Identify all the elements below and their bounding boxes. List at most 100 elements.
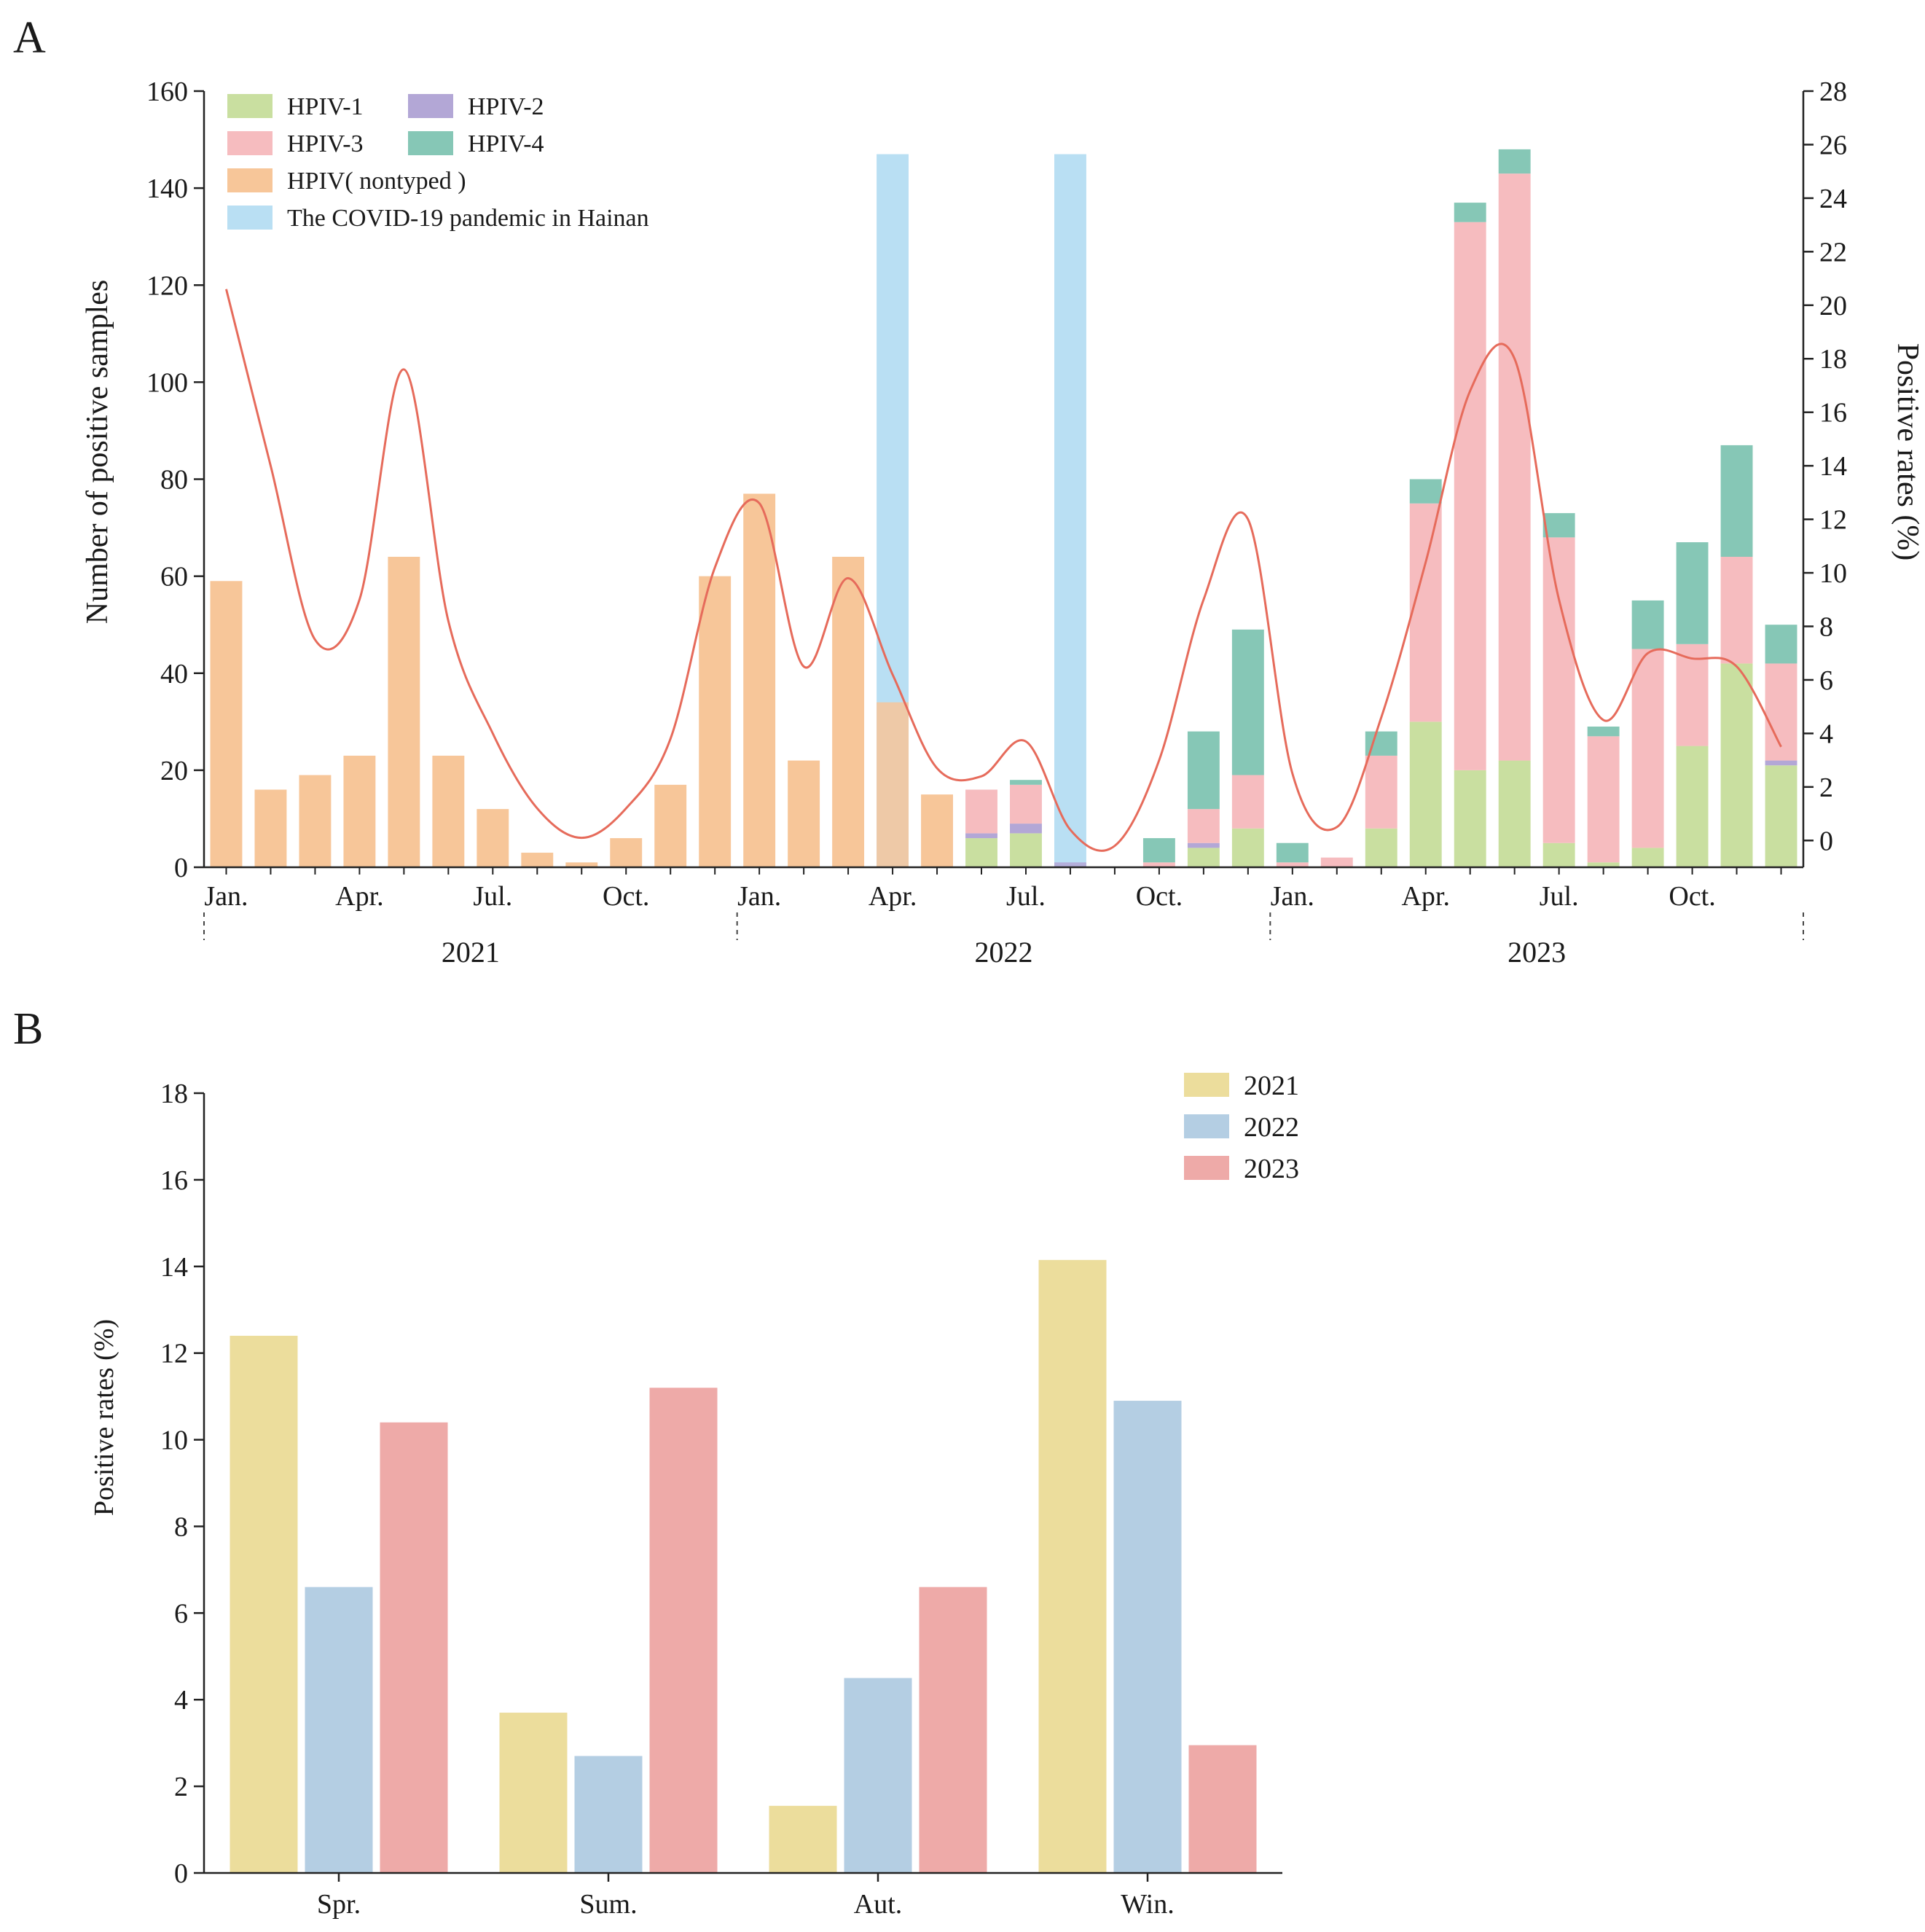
y-tick-label-right: 2 bbox=[1819, 773, 1833, 803]
y-tick-label-right: 28 bbox=[1819, 77, 1847, 107]
y-axis-title-right: Positive rates (%) bbox=[1891, 343, 1924, 561]
bar-segment-hpiv1 bbox=[1587, 862, 1620, 867]
legend-label: HPIV-1 bbox=[287, 93, 364, 120]
bar-segment-hpiv4 bbox=[1276, 842, 1309, 863]
bar-segment-nontyped bbox=[299, 775, 332, 867]
y-tick-label-right: 0 bbox=[1819, 826, 1833, 856]
y-tick-label-left: 120 bbox=[146, 270, 188, 301]
axes-b: 0 2 4 6 8 10 12 14 16 18 Spr. Sum. Aut. Win. bbox=[160, 1079, 1282, 1920]
bar-segment-hpiv1 bbox=[1720, 663, 1753, 867]
y-tick-label-b: 4 bbox=[174, 1685, 188, 1716]
x-tick-label: Apr. bbox=[869, 881, 917, 912]
bar-segment-hpiv3 bbox=[1187, 809, 1220, 843]
bar-segment-hpiv4 bbox=[1542, 513, 1575, 538]
legend-swatch-y2021 bbox=[1184, 1073, 1229, 1097]
y-tick-label-left: 60 bbox=[160, 562, 188, 592]
bar-segment-hpiv4 bbox=[1720, 445, 1753, 557]
bar-segment-hpiv4 bbox=[1010, 780, 1042, 785]
bar-2023-Sum. bbox=[649, 1388, 718, 1873]
y-tick-label-b: 6 bbox=[174, 1598, 188, 1629]
x-tick-label: Jul. bbox=[473, 881, 512, 912]
y-tick-label-right: 14 bbox=[1819, 451, 1847, 482]
y-tick-label-left: 0 bbox=[174, 853, 188, 883]
y-tick-label-b: 18 bbox=[160, 1079, 188, 1109]
x-tick-label: Jan. bbox=[1271, 881, 1314, 912]
bar-segment-hpiv3 bbox=[1365, 755, 1397, 829]
axes-a: 0204060801001201401600246810121416182022… bbox=[146, 77, 1847, 969]
bar-segment-hpiv4 bbox=[1231, 629, 1264, 775]
bar-2022-Spr. bbox=[305, 1587, 373, 1873]
legend-label: HPIV-2 bbox=[468, 93, 544, 120]
legend-label: HPIV-3 bbox=[287, 130, 364, 157]
bar-segment-hpiv4 bbox=[1454, 203, 1486, 222]
y-tick-label-right: 26 bbox=[1819, 130, 1847, 160]
bar-segment-nontyped bbox=[210, 581, 243, 867]
bar-segment-nontyped bbox=[254, 789, 287, 867]
y-tick-label-b: 8 bbox=[174, 1511, 188, 1542]
bar-segment-hpiv1 bbox=[1676, 746, 1709, 867]
x-tick-label-b: Aut. bbox=[854, 1889, 903, 1920]
bar-segment-hpiv4 bbox=[1676, 542, 1709, 644]
bar-segment-nontyped bbox=[743, 493, 776, 867]
x-tick-label: Apr. bbox=[335, 881, 384, 912]
y-tick-label-right: 22 bbox=[1819, 237, 1847, 267]
bar-segment-nontyped bbox=[832, 557, 865, 867]
bar-2022-Sum. bbox=[574, 1756, 643, 1873]
x-tick-label: Jul. bbox=[1540, 881, 1579, 912]
y-tick-label-b: 12 bbox=[160, 1339, 188, 1369]
legend-label: HPIV( nontyped ) bbox=[287, 168, 466, 195]
bar-segment-hpiv4 bbox=[1187, 731, 1220, 810]
bar-segment-nontyped bbox=[654, 784, 687, 867]
legend-swatch-y2023 bbox=[1184, 1156, 1229, 1180]
bar-segment-hpiv3 bbox=[1276, 862, 1309, 867]
bar-segment-hpiv3 bbox=[1142, 862, 1175, 867]
year-label: 2022 bbox=[975, 936, 1033, 969]
bar-segment-hpiv3 bbox=[1765, 663, 1797, 761]
legend-swatch-hpiv4 bbox=[408, 131, 453, 155]
y-tick-label-b: 16 bbox=[160, 1165, 188, 1196]
y-axis-title-b: Positive rates (%) bbox=[89, 1319, 119, 1516]
bar-segment-hpiv3 bbox=[1631, 649, 1664, 848]
year-label: 2021 bbox=[442, 936, 500, 969]
bar-segment-hpiv1 bbox=[1498, 760, 1531, 867]
y-axis-title-left: Number of positive samples bbox=[81, 280, 114, 624]
legend-label-b: 2022 bbox=[1244, 1112, 1299, 1143]
y-tick-label-left: 160 bbox=[146, 77, 188, 107]
y-tick-label-right: 16 bbox=[1819, 398, 1847, 429]
bar-segment-nontyped bbox=[788, 760, 820, 867]
bar-segment-hpiv3 bbox=[1409, 503, 1442, 722]
bar-segment-hpiv4 bbox=[1765, 625, 1797, 664]
covid-period-bar bbox=[1054, 154, 1086, 867]
bar-segment-hpiv1 bbox=[1765, 765, 1797, 867]
bar-segment-hpiv3 bbox=[965, 789, 997, 834]
legend-label: The COVID-19 pandemic in Hainan bbox=[287, 205, 649, 232]
y-tick-label-right: 8 bbox=[1819, 611, 1833, 642]
legend-swatch-hpiv2 bbox=[408, 94, 453, 118]
bar-segment-hpiv4 bbox=[1142, 838, 1175, 863]
x-tick-label: Oct. bbox=[1136, 881, 1183, 912]
legend-swatch-covid bbox=[227, 206, 273, 230]
bar-segment-hpiv3 bbox=[1542, 537, 1575, 843]
bar-2021-Aut. bbox=[769, 1805, 837, 1873]
bar-segment-hpiv2 bbox=[1054, 862, 1086, 867]
y-tick-label-left: 80 bbox=[160, 465, 188, 496]
rate-line-path bbox=[225, 289, 1782, 852]
bar-2022-Aut. bbox=[844, 1678, 912, 1873]
y-tick-label-left: 100 bbox=[146, 367, 188, 398]
panel-b: B 0 2 4 6 8 10 12 14 16 18 Spr. Sum. Aut. Win. Positi… bbox=[13, 1004, 1299, 1920]
bar-2021-Win. bbox=[1038, 1259, 1107, 1873]
bar-segment-nontyped bbox=[343, 755, 376, 867]
stacked-bars bbox=[210, 149, 1797, 867]
bar-segment-hpiv1 bbox=[965, 838, 997, 867]
y-tick-label-left: 40 bbox=[160, 659, 188, 689]
legend-swatch-nontyped bbox=[227, 168, 273, 192]
legend-label-b: 2023 bbox=[1244, 1154, 1299, 1184]
legend-b: 2021 2022 2023 bbox=[1184, 1071, 1299, 1184]
y-tick-label-right: 12 bbox=[1819, 505, 1847, 536]
y-tick-label-b: 14 bbox=[160, 1252, 188, 1283]
bar-segment-hpiv1 bbox=[1010, 833, 1042, 867]
bar-segment-hpiv1 bbox=[1231, 828, 1264, 867]
bar-2023-Win. bbox=[1188, 1745, 1257, 1873]
bar-2021-Spr. bbox=[230, 1335, 298, 1873]
